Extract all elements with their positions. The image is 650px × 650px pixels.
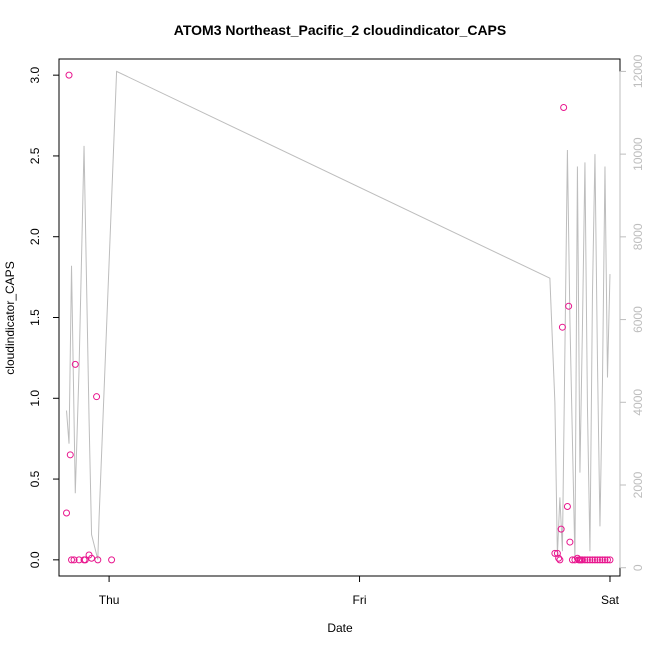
data-point	[606, 556, 614, 564]
data-point	[555, 554, 563, 562]
x-axis-label: Date	[327, 621, 353, 635]
data-point	[556, 556, 564, 564]
chart-title: ATOM3 Northeast_Pacific_2 cloudindicator…	[174, 22, 506, 38]
data-point	[563, 503, 571, 511]
data-point	[557, 525, 565, 533]
data-point	[66, 451, 74, 459]
series-line	[66, 70, 611, 560]
x-tick-label: Sat	[601, 593, 620, 607]
y2-tick-label: 6000	[631, 306, 645, 333]
y-tick-label: 0.5	[28, 470, 42, 487]
data-point	[581, 556, 589, 564]
y-tick-label: 1.0	[28, 390, 42, 407]
data-point	[586, 556, 594, 564]
data-point	[63, 509, 71, 517]
data-point	[565, 302, 573, 310]
y-axis-right: 0 2000 4000 6000 8000 10000 12000	[619, 54, 645, 571]
y-tick-label: 1.5	[28, 309, 42, 326]
data-point	[94, 556, 102, 564]
data-point	[93, 393, 101, 401]
y2-tick-label: 8000	[631, 223, 645, 250]
y2-tick-label: 2000	[631, 471, 645, 498]
data-point	[65, 71, 73, 79]
point-series	[63, 71, 614, 564]
y2-tick-label: 10000	[631, 137, 645, 171]
data-point	[71, 360, 79, 368]
data-point	[108, 556, 116, 564]
data-point	[566, 538, 574, 546]
data-point	[588, 556, 596, 564]
data-point	[81, 556, 89, 564]
data-point	[601, 556, 609, 564]
data-point	[88, 554, 96, 562]
data-point	[583, 556, 591, 564]
data-point	[70, 556, 78, 564]
data-point	[596, 556, 604, 564]
data-point	[560, 103, 568, 111]
data-point	[593, 556, 601, 564]
y2-tick-label: 4000	[631, 389, 645, 416]
x-tick-label: Thu	[99, 593, 120, 607]
y-axis-label: cloudindicator_CAPS	[3, 261, 17, 374]
x-axis: Thu Fri Sat	[99, 576, 620, 607]
data-point	[68, 556, 76, 564]
data-point	[598, 556, 606, 564]
y2-tick-label: 0	[631, 564, 645, 571]
data-point	[578, 556, 586, 564]
y2-tick-label: 12000	[631, 54, 645, 88]
data-point	[603, 556, 611, 564]
y-tick-label: 2.5	[28, 147, 42, 164]
y-axis-left: 0.0 0.5 1.0 1.5 2.0 2.5 3.0	[28, 66, 59, 568]
y-tick-label: 2.0	[28, 228, 42, 245]
y-tick-label: 3.0	[28, 66, 42, 83]
data-point	[591, 556, 599, 564]
x-tick-label: Fri	[353, 593, 367, 607]
y-tick-label: 0.0	[28, 551, 42, 568]
data-point	[551, 549, 559, 557]
data-point	[558, 323, 566, 331]
line-series	[66, 70, 611, 560]
data-point	[553, 549, 561, 557]
